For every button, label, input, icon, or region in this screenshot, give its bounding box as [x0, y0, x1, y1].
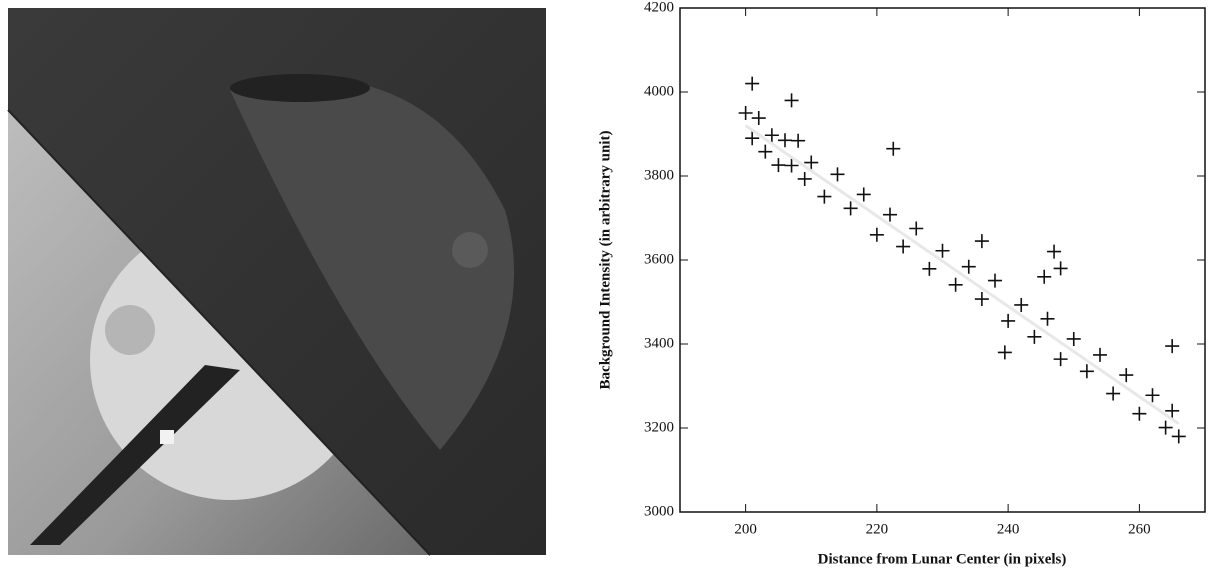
point — [935, 243, 950, 258]
point — [896, 239, 911, 254]
point — [843, 201, 858, 216]
y-tick-label: 3200 — [644, 419, 674, 435]
y-tick-label: 4000 — [644, 83, 674, 99]
point — [784, 158, 799, 173]
y-axis-title: Background Intensity (in arbitrary unit) — [597, 131, 613, 390]
y-tick-label: 3800 — [644, 167, 674, 183]
point — [1106, 386, 1121, 401]
point — [883, 207, 897, 222]
point — [1066, 331, 1081, 346]
point — [1014, 297, 1029, 312]
point — [830, 167, 845, 182]
point — [745, 76, 760, 91]
point — [797, 171, 812, 186]
point — [791, 133, 806, 148]
point — [1158, 420, 1173, 435]
point — [1053, 352, 1068, 367]
point — [1165, 339, 1180, 354]
point — [1079, 364, 1094, 379]
y-tick-label: 3400 — [644, 335, 674, 351]
point — [1119, 368, 1134, 383]
point — [784, 93, 799, 108]
fit-line — [744, 124, 1180, 426]
point — [1145, 388, 1160, 403]
point — [948, 277, 963, 292]
y-tick-label: 3600 — [644, 251, 674, 267]
point — [997, 345, 1012, 360]
x-axis-title: Distance from Lunar Center (in pixels) — [818, 551, 1067, 567]
point — [1132, 406, 1147, 421]
point — [909, 221, 924, 236]
point — [745, 131, 760, 146]
point — [758, 144, 773, 159]
x-tick-label: 240 — [997, 521, 1020, 537]
x-tick-label: 260 — [1128, 521, 1151, 537]
plot: 200 220 240 260 3000 3200 3400 3600 3800 4000 4200 — [644, 0, 1205, 537]
point — [738, 106, 753, 120]
lunar-image — [7, 8, 546, 556]
point — [764, 128, 779, 143]
point — [804, 155, 819, 170]
point — [1027, 329, 1042, 344]
point — [817, 189, 832, 204]
point — [751, 111, 766, 126]
point — [1053, 261, 1068, 276]
point — [1165, 403, 1180, 418]
y-tick-label: 3000 — [644, 503, 674, 519]
point — [1001, 313, 1016, 328]
point — [1047, 244, 1062, 259]
x-tick-label: 220 — [866, 521, 889, 537]
point — [778, 133, 792, 148]
point — [961, 259, 976, 274]
y-tick-label: 4200 — [644, 0, 674, 15]
point — [1171, 429, 1186, 444]
x-tick-label: 200 — [734, 521, 757, 537]
point — [1040, 311, 1055, 326]
point — [974, 234, 989, 249]
point — [974, 292, 989, 307]
point — [1093, 347, 1107, 362]
point — [988, 273, 1002, 288]
point — [869, 227, 884, 242]
point — [886, 141, 901, 156]
point — [1037, 269, 1052, 284]
point — [856, 187, 871, 202]
point — [922, 261, 937, 276]
point — [771, 158, 786, 173]
